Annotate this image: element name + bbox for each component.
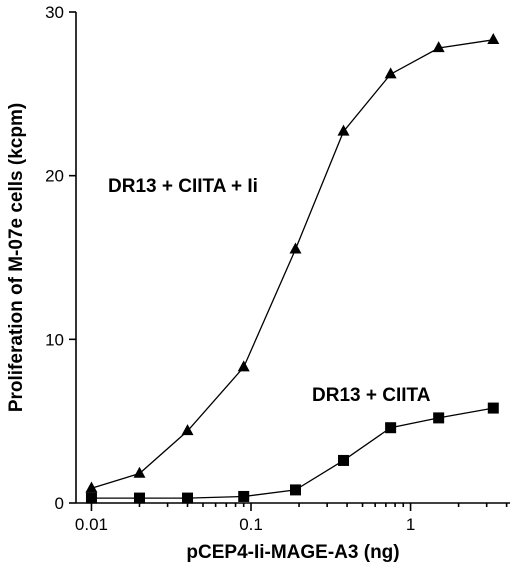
y-tick-label: 0: [55, 494, 64, 513]
triangle-marker: [337, 124, 350, 136]
square-marker: [133, 492, 145, 504]
triangle-marker: [133, 466, 146, 478]
axes: [75, 12, 510, 504]
series-label-dr13-ciita-ii: DR13 + CIITA + Ii: [108, 176, 258, 197]
triangle-marker: [237, 360, 250, 372]
square-marker: [238, 490, 250, 502]
triangle-marker: [181, 424, 194, 436]
y-tick-label: 20: [45, 167, 64, 186]
square-marker: [487, 402, 499, 414]
square-marker: [289, 484, 301, 496]
x-tick-label: 0.01: [75, 515, 108, 534]
square-marker: [85, 492, 97, 504]
series-label-dr13-ciita: DR13 + CIITA: [312, 385, 431, 406]
square-marker: [433, 412, 445, 424]
series-group: [85, 33, 500, 504]
x-axis-title: pCEP4-Ii-MAGE-A3 (ng): [186, 542, 399, 563]
triangle-marker: [384, 67, 397, 79]
series-2: [85, 402, 499, 504]
triangle-marker: [432, 41, 445, 53]
x-tick-label: 0.1: [239, 515, 263, 534]
y-ticks: 0 10 20 30: [45, 3, 76, 513]
y-tick-label: 10: [45, 330, 64, 349]
x-tick-label: 1: [406, 515, 415, 534]
square-marker: [338, 454, 350, 466]
square-marker: [385, 422, 397, 434]
series-1: [85, 33, 500, 493]
triangle-marker: [289, 242, 302, 254]
series-line: [91, 39, 494, 489]
triangle-marker: [487, 33, 500, 45]
x-ticks: 0.01 0.1 1: [75, 503, 508, 534]
square-marker: [182, 492, 194, 504]
y-axis-title: Proliferation of M-07e cells (kcpm): [6, 103, 27, 412]
y-tick-label: 30: [45, 3, 64, 22]
triangle-marker: [85, 481, 98, 493]
